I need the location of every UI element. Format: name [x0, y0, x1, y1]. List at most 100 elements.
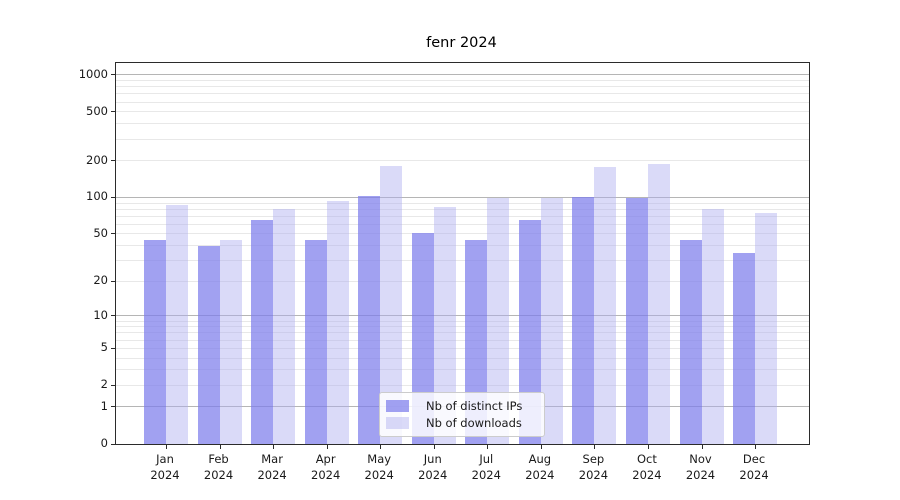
- major-gridline-10: [116, 315, 809, 317]
- bar-downloads-jun: [433, 206, 456, 444]
- bar-distinct-ips-sep: [572, 196, 595, 444]
- y-tick-1000: [111, 74, 115, 76]
- minor-gridline-70: [116, 215, 809, 217]
- bar-distinct-ips-aug: [518, 220, 541, 444]
- bar-downloads-aug: [540, 197, 563, 444]
- minor-gridline-600: [116, 101, 809, 103]
- y-tick-label-200: 200: [86, 152, 108, 167]
- x-tick-jun: [433, 445, 435, 449]
- y-tick-20: [111, 280, 115, 282]
- y-tick-10: [111, 315, 115, 317]
- minor-gridline-2: [116, 384, 809, 386]
- bar-distinct-ips-apr: [304, 239, 327, 444]
- bar-distinct-ips-may: [358, 195, 381, 444]
- x-tick-label-dec: Dec 2024: [739, 452, 769, 482]
- minor-gridline-400: [116, 123, 809, 125]
- minor-gridline-9: [116, 320, 809, 322]
- minor-gridline-900: [116, 80, 809, 82]
- y-tick-label-1: 1: [100, 398, 108, 413]
- minor-gridline-300: [116, 138, 809, 140]
- bar-distinct-ips-dec: [733, 252, 756, 444]
- x-tick-apr: [326, 445, 328, 449]
- minor-gridline-4: [116, 357, 809, 359]
- x-tick-oct: [647, 445, 649, 449]
- x-tick-label-mar: Mar 2024: [257, 452, 287, 482]
- legend-swatch-downloads: [386, 417, 409, 429]
- x-tick-label-aug: Aug 2024: [525, 452, 555, 482]
- bar-distinct-ips-feb: [197, 245, 220, 444]
- bar-downloads-may: [380, 166, 403, 444]
- x-axis: Jan 2024 Feb 2024 Mar 2024 Apr 2024 May 2024…: [115, 451, 808, 491]
- y-tick-label-5: 5: [100, 340, 108, 355]
- x-tick-jul: [487, 445, 489, 449]
- legend-label-downloads: Nb of downloads: [426, 416, 522, 430]
- bar-downloads-jan: [166, 204, 188, 444]
- x-tick-label-oct: Oct 2024: [632, 452, 662, 482]
- minor-gridline-90: [116, 202, 809, 204]
- x-tick-mar: [273, 445, 275, 449]
- minor-gridline-3: [116, 369, 809, 371]
- y-tick-label-50: 50: [93, 225, 108, 240]
- x-tick-nov: [701, 445, 703, 449]
- legend-item-distinct-ips: Nb of distinct IPs: [386, 398, 536, 414]
- y-tick-500: [111, 111, 115, 113]
- x-tick-feb: [219, 445, 221, 449]
- plot-area: [111, 62, 810, 449]
- bar-distinct-ips-jan: [144, 239, 166, 444]
- minor-gridline-5: [116, 347, 809, 349]
- bar-downloads-feb: [219, 239, 242, 444]
- minor-gridline-50: [116, 233, 809, 235]
- x-tick-label-nov: Nov 2024: [685, 452, 716, 482]
- legend-swatch-distinct-ips: [386, 400, 409, 412]
- legend-item-downloads: Nb of downloads: [386, 415, 536, 431]
- y-tick-label-1000: 1000: [78, 66, 108, 81]
- minor-gridline-6: [116, 339, 809, 341]
- minor-gridline-60: [116, 223, 809, 225]
- minor-gridline-200: [116, 160, 809, 162]
- minor-gridline-40: [116, 245, 809, 247]
- y-tick-0: [111, 443, 115, 445]
- y-tick-200: [111, 160, 115, 162]
- y-tick-label-20: 20: [93, 273, 108, 288]
- bar-downloads-dec: [755, 212, 778, 444]
- y-tick-label-2: 2: [100, 377, 108, 392]
- minor-gridline-7: [116, 332, 809, 334]
- bar-downloads-mar: [273, 209, 296, 444]
- x-tick-label-sep: Sep 2024: [578, 452, 609, 482]
- minor-gridline-80: [116, 208, 809, 210]
- y-tick-label-10: 10: [93, 307, 108, 322]
- y-tick-label-100: 100: [86, 189, 108, 204]
- x-tick-sep: [594, 445, 596, 449]
- bar-distinct-ips-mar: [251, 220, 274, 444]
- x-tick-label-may: May 2024: [364, 452, 394, 482]
- minor-gridline-500: [116, 111, 809, 113]
- legend-label-distinct-ips: Nb of distinct IPs: [426, 399, 523, 413]
- major-gridline-100: [116, 196, 809, 198]
- major-gridline-1000: [116, 74, 809, 76]
- x-tick-label-jul: Jul 2024: [471, 452, 501, 482]
- bar-downloads-apr: [326, 200, 349, 444]
- x-tick-jan: [166, 445, 167, 449]
- x-tick-label-jan: Jan 2024: [150, 452, 180, 482]
- bar-distinct-ips-oct: [625, 197, 648, 444]
- bar-distinct-ips-nov: [679, 239, 702, 444]
- minor-gridline-20: [116, 280, 809, 282]
- y-tick-label-0: 0: [100, 436, 108, 450]
- y-axis: 0 1 2 5 10 20 50 100 200 500 1000: [0, 62, 108, 450]
- bar-downloads-oct: [647, 164, 670, 444]
- bar-downloads-jul: [487, 197, 510, 444]
- x-tick-aug: [540, 445, 542, 449]
- x-tick-dec: [755, 445, 757, 449]
- x-tick-label-feb: Feb 2024: [203, 452, 234, 482]
- x-tick-label-apr: Apr 2024: [311, 452, 341, 482]
- minor-gridline-700: [116, 93, 809, 95]
- bar-downloads-nov: [701, 208, 724, 444]
- y-tick-50: [111, 233, 115, 235]
- x-tick-label-jun: Jun 2024: [418, 452, 448, 482]
- chart-title: fenr 2024: [426, 35, 497, 51]
- y-tick-5: [111, 347, 115, 349]
- minor-gridline-800: [116, 86, 809, 88]
- bar-distinct-ips-jun: [411, 232, 434, 444]
- minor-gridline-30: [116, 260, 809, 262]
